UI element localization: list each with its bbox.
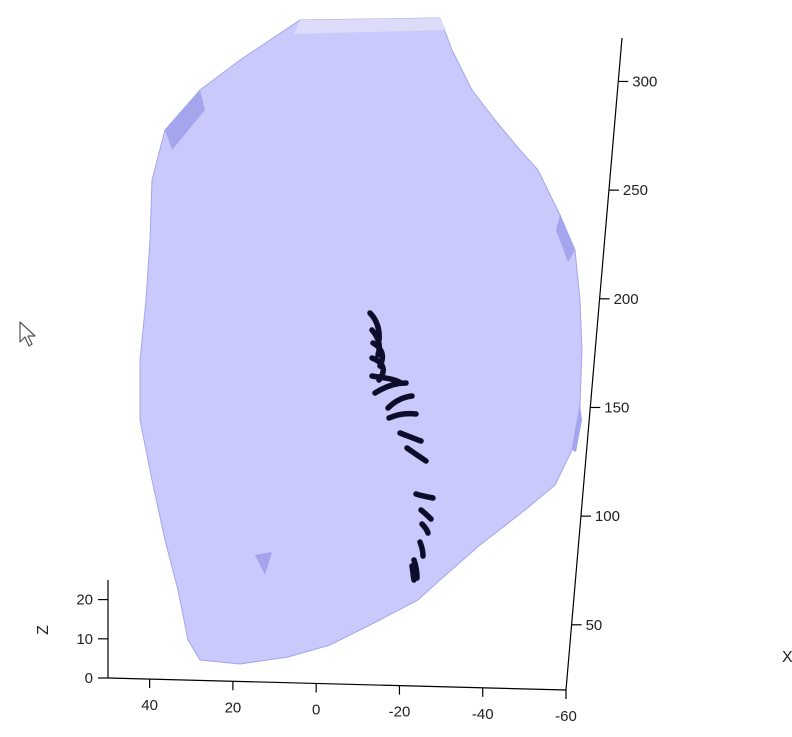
marker-segment <box>404 445 429 464</box>
y-tick-label: 150 <box>604 399 629 416</box>
marker-segment <box>385 393 415 411</box>
y-tick-label: 300 <box>632 73 657 90</box>
surface-shade-left <box>165 90 205 150</box>
z-axis-label: Z <box>35 625 52 635</box>
surface-shape <box>139 17 583 665</box>
x-axis: 40 20 0 -20 -40 -60 <box>107 677 577 725</box>
y-axis: 50 100 150 200 250 300 <box>565 37 657 691</box>
marker-segment <box>413 491 436 501</box>
x-tick-label: 20 <box>225 699 242 716</box>
y-axis-line <box>565 37 623 691</box>
surface-body <box>139 17 583 665</box>
surface-shade-edge <box>572 405 582 452</box>
x-tick-label: -40 <box>472 706 494 723</box>
z-tick-label: 0 <box>85 670 93 687</box>
marker-segment <box>418 507 434 522</box>
marker-segment <box>397 430 424 444</box>
marker-segment <box>386 410 419 421</box>
y-tick-label: 200 <box>614 291 639 308</box>
marker-segment <box>409 563 417 583</box>
x-tick-label: 40 <box>141 697 158 714</box>
marker-segment <box>369 327 383 358</box>
y-tick-label: 50 <box>586 617 603 634</box>
x-axis-line <box>107 677 567 691</box>
z-tick-label: 10 <box>76 631 93 648</box>
surface-shade-right <box>556 215 575 262</box>
z-tick-label: 20 <box>76 592 93 609</box>
marker-segments <box>367 310 436 583</box>
x-tick-label: 0 <box>312 701 320 718</box>
x-tick-label: -60 <box>555 708 577 725</box>
marker-segment <box>419 521 431 536</box>
marker-segment <box>417 539 426 559</box>
y-tick-label: 250 <box>623 182 648 199</box>
surface-shade-lower <box>255 552 272 575</box>
surface-top-band <box>294 18 446 34</box>
x-axis-label-cropped: X <box>782 649 792 666</box>
marker-segment <box>372 380 409 396</box>
mouse-pointer-icon <box>19 321 36 347</box>
y-tick-label: 100 <box>595 508 620 525</box>
marker-segment <box>411 557 420 581</box>
z-axis: Z 0 10 20 <box>35 580 109 687</box>
x-tick-label: -20 <box>389 704 411 721</box>
